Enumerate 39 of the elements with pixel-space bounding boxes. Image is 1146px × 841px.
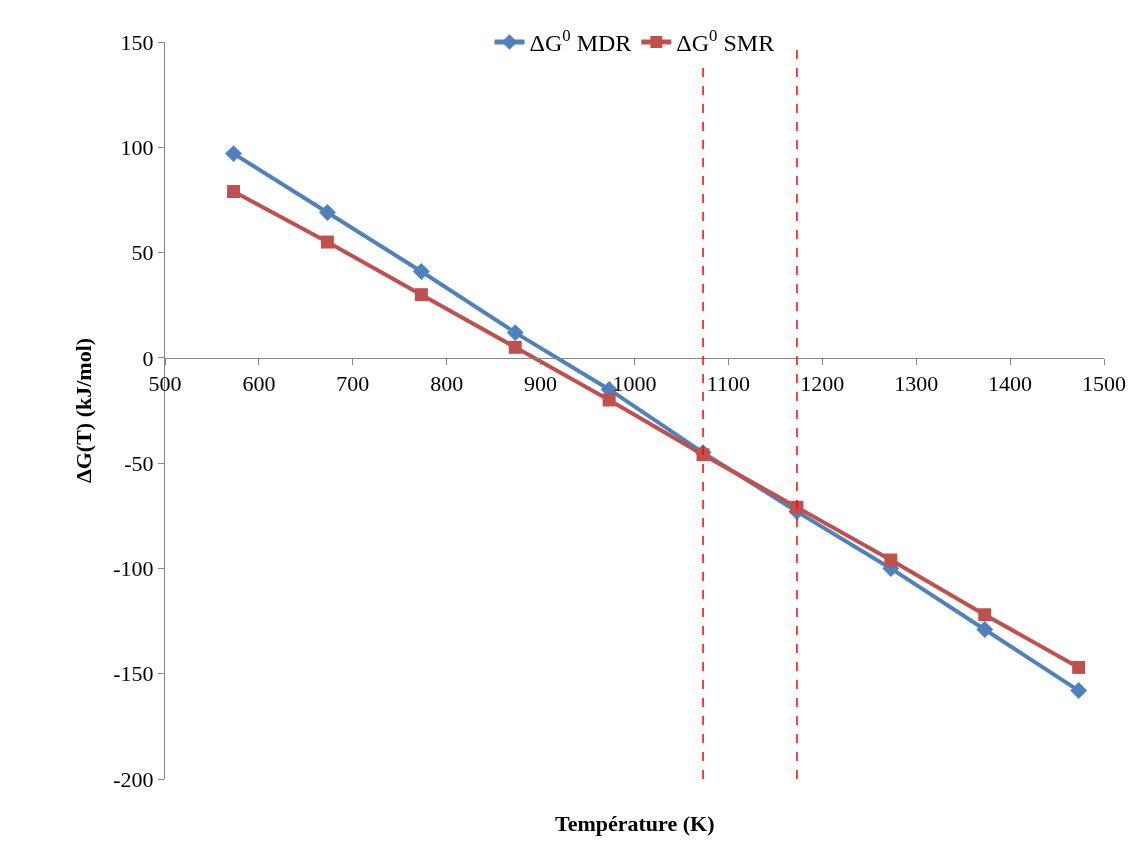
y-tick-label: 50 — [131, 240, 154, 266]
x-tick-label: 1100 — [706, 371, 750, 397]
point — [320, 235, 334, 249]
x-tick-label: 700 — [336, 371, 370, 397]
x-tick-label: 900 — [524, 371, 558, 397]
x-axis-title: Température (K) — [555, 811, 715, 836]
y-axis-title: ΔG(T) (kJ/mol) — [71, 337, 97, 484]
point — [790, 500, 804, 514]
y-tick-label: 0 — [142, 345, 154, 371]
point — [1070, 682, 1088, 700]
y-tick-label: -100 — [113, 556, 154, 582]
x-tick-label: 1200 — [800, 371, 845, 397]
x-tick-label: 500 — [148, 371, 182, 397]
point — [696, 448, 710, 462]
point — [602, 393, 616, 407]
point — [976, 621, 994, 638]
point — [1072, 660, 1086, 674]
y-tick-label: -150 — [113, 661, 154, 687]
x-tick-label: 1500 — [1082, 371, 1126, 397]
point — [978, 608, 992, 622]
x-tick-label: 600 — [242, 371, 276, 397]
legend-label: ΔG$^{0}$ SMR — [676, 26, 775, 57]
point — [884, 553, 898, 567]
point — [506, 324, 524, 342]
x-tick-label: 1400 — [988, 371, 1033, 397]
legend-label: ΔG$^{0}$ MDR — [529, 26, 632, 57]
point — [412, 263, 430, 280]
point — [225, 145, 242, 163]
y-tick-label: -50 — [124, 450, 154, 476]
x-tick-label: 1000 — [612, 371, 657, 397]
point — [319, 204, 336, 222]
y-tick-label: -200 — [113, 766, 154, 792]
point — [508, 340, 522, 354]
x-tick-label: 800 — [430, 371, 464, 397]
y-tick-label: 150 — [120, 29, 154, 55]
x-tick-label: 1300 — [894, 371, 939, 397]
y-tick-label: 100 — [120, 134, 154, 160]
point — [414, 288, 428, 302]
point — [227, 185, 241, 199]
